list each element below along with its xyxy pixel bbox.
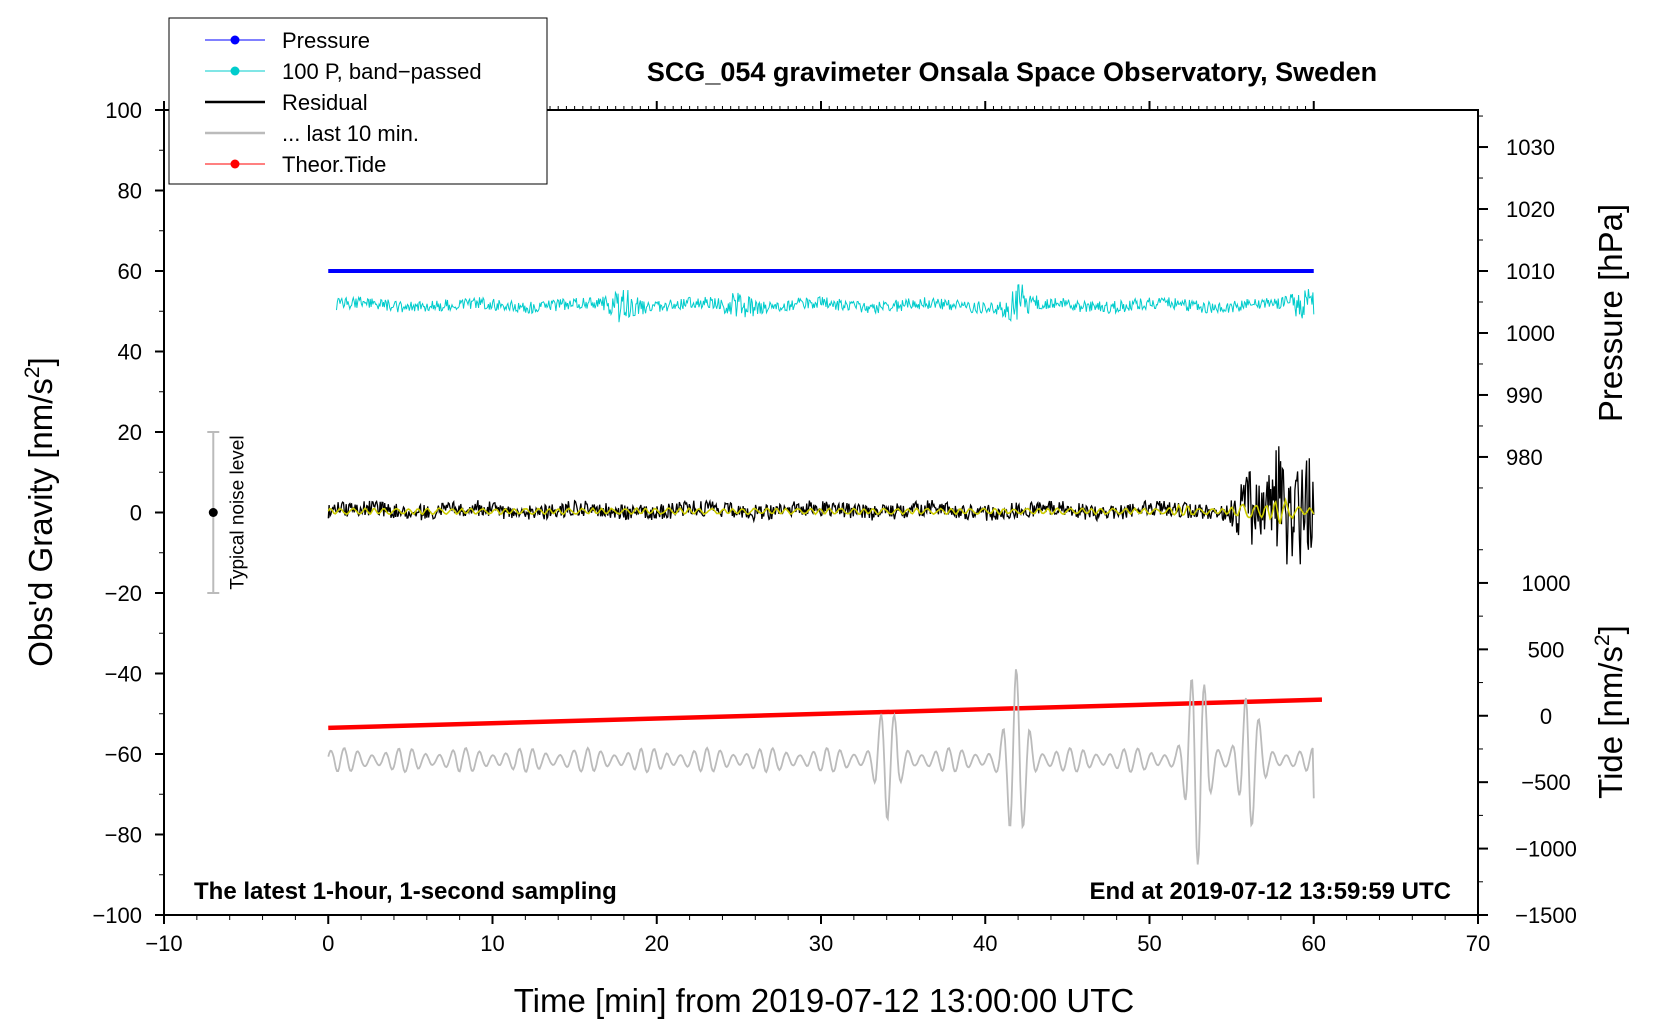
legend: Pressure 100 P, band−passed Residual ... la… (168, 17, 548, 185)
pressure-tick-label: 1000 (1506, 321, 1555, 346)
x-tick-label: −10 (145, 931, 182, 956)
footer-left: The latest 1-hour, 1-second sampling (194, 878, 617, 905)
tide-tick-label: 0 (1540, 704, 1552, 729)
series-residual (327, 446, 1315, 565)
y-axis-left-title-main: Obs'd Gravity [nm/s (22, 378, 59, 667)
y-tick-label: 60 (118, 259, 142, 284)
legend-swatch-marker (230, 35, 240, 45)
legend-label: Pressure (282, 28, 370, 53)
pressure-tick-label: 1020 (1506, 197, 1555, 222)
x-axis-title: Time [min] from 2019-07-12 13:00:00 UTC (514, 982, 1135, 1019)
tide-tick-label: 500 (1528, 637, 1565, 662)
tide-tick-label: −1500 (1515, 903, 1577, 928)
y-tick-label: −20 (105, 581, 142, 606)
legend-label: ... last 10 min. (282, 121, 419, 146)
legend-swatch-marker (230, 66, 240, 76)
y-tick-label: 40 (118, 340, 142, 365)
footer-right: End at 2019-07-12 13:59:59 UTC (1090, 878, 1452, 905)
pressure-tick-label: 1010 (1506, 259, 1555, 284)
noise-bar-center-dot (208, 508, 218, 517)
legend-label: Theor.Tide (282, 152, 386, 177)
x-tick-label: 70 (1466, 931, 1490, 956)
tide-tick-label: −500 (1521, 770, 1571, 795)
x-tick-label: 30 (809, 931, 833, 956)
ticks-layer: −10 0 10 20 30 40 50 60 70100806040200−20−40−60−… (92, 98, 1490, 956)
y-tick-label: 100 (105, 98, 142, 123)
tide-tick-label: 1000 (1522, 571, 1571, 596)
right-axis-layer: 1030 1020 1010 1000 990 980 1000 500 0 −500 −1000 −… (1478, 115, 1577, 928)
y-tick-label: 0 (130, 501, 142, 526)
legend-label: 100 P, band−passed (282, 59, 482, 84)
y-tick-label: 20 (118, 420, 142, 445)
series-layer (327, 269, 1323, 865)
y-axis-tide-title-sup: 2 (1591, 634, 1614, 646)
series-last-10-min (327, 669, 1315, 865)
tide-tick-label: −1000 (1515, 837, 1577, 862)
series-band-passed-pressure (336, 284, 1315, 323)
y-axis-left-title-sup: 2 (21, 366, 44, 378)
x-tick-label: 60 (1302, 931, 1326, 956)
legend-label: Residual (282, 90, 368, 115)
y-axis-left-title-end: ] (22, 357, 59, 366)
y-axis-tide-title-main: Tide [nm/s (1592, 646, 1629, 799)
series-theor-tide (328, 697, 1323, 731)
pressure-tick-label: 1030 (1506, 135, 1555, 160)
chart-title: SCG_054 gravimeter Onsala Space Observat… (647, 57, 1377, 87)
legend-items: Pressure 100 P, band−passed Residual ... la… (205, 28, 482, 177)
pressure-tick-label: 990 (1506, 383, 1543, 408)
y-tick-label: −40 (105, 662, 142, 687)
x-tick-label: 40 (973, 931, 997, 956)
y-axis-left-title: Obs'd Gravity [nm/s2] (21, 357, 59, 667)
series-residual-smoothed (327, 497, 1315, 525)
x-tick-label: 10 (480, 931, 504, 956)
y-tick-label: −80 (105, 823, 142, 848)
x-tick-label: 50 (1137, 931, 1161, 956)
y-axis-tide-title: Tide [nm/s2] (1591, 625, 1629, 799)
x-tick-label: 20 (645, 931, 669, 956)
noise-bar-label: Typical noise level (227, 435, 248, 589)
noise-bar: Typical noise level (207, 431, 248, 594)
x-tick-label: 0 (322, 931, 334, 956)
y-tick-label: −100 (92, 903, 142, 928)
y-tick-label: 80 (118, 179, 142, 204)
y-axis-pressure-title: Pressure [hPa] (1592, 204, 1629, 422)
y-tick-label: −60 (105, 742, 142, 767)
y-axis-tide-title-end: ] (1592, 625, 1629, 634)
pressure-tick-label: 980 (1506, 445, 1543, 470)
legend-swatch-marker (230, 159, 240, 169)
